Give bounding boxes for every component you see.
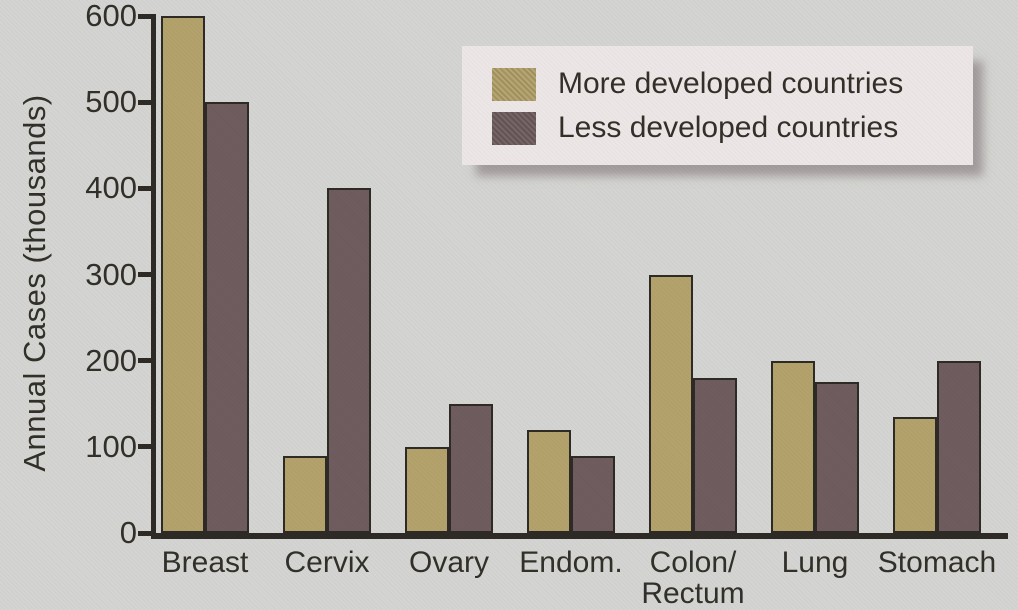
legend: More developed countries Less developed c… [462,46,973,165]
legend-swatch-less-developed [492,111,536,145]
y-tick-label: 200 [85,342,137,378]
x-axis-line [151,533,1008,539]
bar-more-developed [527,429,571,533]
legend-label: Less developed countries [558,111,899,144]
bar-group-breast [161,16,249,533]
bar-more-developed [893,416,937,533]
y-tick-label: 600 [85,0,137,33]
bar-more-developed [283,455,327,533]
x-category-label: Endom. [519,546,623,579]
bar-group-colon [649,16,737,533]
bar-less-developed [571,455,615,533]
legend-item: More developed countries [492,62,973,106]
y-tick-mark [138,530,151,536]
x-category-label: Colon/Rectum [641,546,745,610]
x-category-label: Breast [161,546,249,579]
x-category-label: Lung [781,546,849,579]
bar-less-developed [815,382,859,533]
y-tick-label: 100 [85,428,137,464]
y-tick-label: 400 [85,170,137,206]
legend-swatch-more-developed [492,67,536,101]
legend-item: Less developed countries [492,106,973,150]
y-tick-mark [138,13,151,19]
bar-group-ovary [405,16,493,533]
bar-group-endom [527,16,615,533]
y-tick-label: 300 [85,256,137,292]
bar-less-developed [937,360,981,533]
bar-less-developed [693,377,737,533]
y-tick-mark [138,272,151,277]
bar-less-developed [327,188,371,533]
x-category-label: Cervix [284,546,370,579]
bar-more-developed [771,360,815,533]
y-axis-line [151,14,156,539]
y-axis-title: Annual Cases (thousands) [17,94,52,472]
x-category-label: Stomach [877,546,997,579]
bar-less-developed [205,102,249,533]
bar-more-developed [161,16,205,533]
y-tick-mark [138,358,151,364]
bar-group-lung [771,16,859,533]
y-tick-mark [138,185,151,191]
bar-more-developed [649,274,693,533]
x-category-label: Ovary [408,546,489,579]
legend-label: More developed countries [558,67,904,100]
y-tick-mark [138,444,151,450]
bar-less-developed [449,403,493,533]
bar-group-cervix [283,16,371,533]
bar-group-stomach [893,16,981,533]
y-tick-label: 0 [119,515,137,550]
plot-area [157,16,1008,533]
bar-more-developed [405,446,449,533]
y-tick-label: 500 [85,84,137,120]
y-tick-mark [138,99,151,105]
